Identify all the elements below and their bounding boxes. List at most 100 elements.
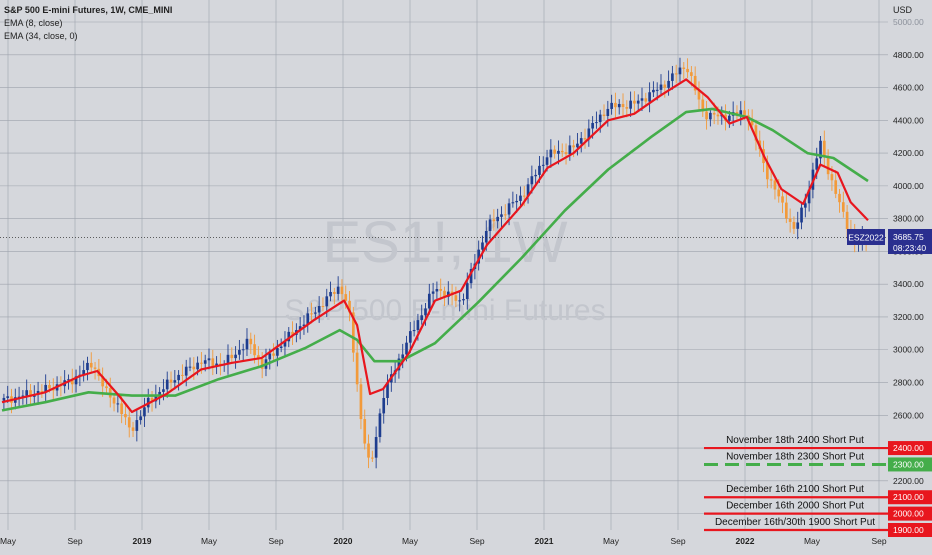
ema-8-label[interactable]: EMA (8, close) <box>4 18 63 28</box>
candle-body <box>276 348 279 356</box>
candle-body <box>169 379 173 383</box>
level-label: November 18th 2300 Short Put <box>726 451 864 462</box>
level-price-text: 2100.00 <box>893 492 924 502</box>
candle-body <box>686 68 689 73</box>
candle-body <box>44 384 48 393</box>
candle-body <box>48 384 51 389</box>
candle-body <box>701 99 705 112</box>
candle-body <box>408 331 412 343</box>
candle-body <box>766 163 769 180</box>
candle-body <box>803 203 807 208</box>
candle-body <box>424 308 427 316</box>
candle-body <box>291 331 294 335</box>
y-tick-label: 2200.00 <box>893 476 924 486</box>
candle-body <box>446 291 450 297</box>
y-tick-label: 3200.00 <box>893 312 924 322</box>
candle-body <box>29 390 32 397</box>
candle-body <box>693 75 697 91</box>
level-price-tag <box>888 490 932 505</box>
candle-body <box>386 382 389 398</box>
candle-body <box>40 390 44 393</box>
level-price-tag <box>888 506 932 521</box>
candle-body <box>788 218 792 222</box>
candle-body <box>792 221 796 229</box>
candle-body <box>541 164 545 166</box>
x-tick-label: May <box>0 536 17 546</box>
x-tick-label: May <box>201 536 218 546</box>
symbol-title[interactable]: S&P 500 E-mini Futures, 1W, CME_MINI <box>4 5 173 15</box>
contract-symbol: ESZ2022 <box>848 233 884 243</box>
candle-body <box>579 138 583 144</box>
ema-8-line <box>1 78 869 414</box>
candle-body <box>112 397 116 404</box>
bar-countdown: 08:23:40 <box>893 243 926 253</box>
candle-body <box>427 293 431 309</box>
candle-body <box>500 214 503 217</box>
candle-body <box>743 110 746 116</box>
candle-body <box>591 122 594 129</box>
candle-body <box>200 362 203 364</box>
x-tick-label: Sep <box>67 536 82 546</box>
candle-body <box>496 216 500 222</box>
candle-body <box>325 296 329 307</box>
x-tick-label: 2020 <box>334 536 353 546</box>
watermark-name: S&P 500 E-mini Futures <box>284 294 605 327</box>
candle-body <box>530 176 534 185</box>
candle-body <box>302 324 306 327</box>
level-label: November 18th 2400 Short Put <box>726 435 864 446</box>
x-tick-label: May <box>402 536 419 546</box>
candle-body <box>557 150 560 154</box>
candle-body <box>462 299 465 301</box>
candle-body <box>739 110 743 115</box>
candle-body <box>712 112 716 115</box>
candle-body <box>838 193 841 203</box>
candle-body <box>659 84 663 90</box>
candle-body <box>819 140 822 159</box>
candle-body <box>454 295 458 301</box>
candle-body <box>595 122 598 124</box>
candle-body <box>617 103 621 108</box>
watermark: ES1!, 1W S&P 500 E-mini Futures <box>284 210 605 327</box>
time-axis[interactable]: May Sep 2019 May Sep 2020 May Sep 2021 May Sep 2022… <box>0 536 887 546</box>
candle-body <box>458 300 462 302</box>
candle-body <box>162 389 165 392</box>
candle-body <box>549 149 553 158</box>
x-tick-label: 2021 <box>535 536 554 546</box>
candle-body <box>629 100 632 109</box>
current-price-tag: ESZ2022 3685.75 08:23:40 <box>847 229 932 254</box>
candle-body <box>682 67 686 69</box>
candle-body <box>785 202 788 219</box>
candle-body <box>800 207 803 223</box>
candle-body <box>348 300 351 313</box>
candle-body <box>333 291 336 294</box>
x-tick-label: May <box>603 536 620 546</box>
candle-body <box>655 89 659 91</box>
candle-body <box>378 413 382 438</box>
candle-body <box>511 202 515 204</box>
candle-body <box>211 358 215 367</box>
candle-body <box>25 390 29 396</box>
candle-body <box>131 427 135 431</box>
candle-body <box>439 289 443 291</box>
ema-34-label[interactable]: EMA (34, close, 0) <box>4 31 78 41</box>
candle-body <box>822 140 826 158</box>
x-tick-label: Sep <box>469 536 484 546</box>
candle-body <box>640 98 644 101</box>
candle-body <box>648 92 651 102</box>
watermark-ticker: ES1!, 1W <box>323 210 568 275</box>
level-label: December 16th/30th 1900 Short Put <box>715 517 875 528</box>
candle-body <box>564 152 568 155</box>
candle-body <box>192 366 196 370</box>
candle-body <box>245 338 249 350</box>
candle-body <box>6 396 10 398</box>
candle-body <box>709 112 712 120</box>
candle-body <box>321 306 325 308</box>
price-axis[interactable]: USD 5000.00 4800.00 4600.00 4400.00 4200.00 4… <box>847 0 932 550</box>
candle-body <box>484 230 488 243</box>
candle-body <box>674 73 678 75</box>
candle-body <box>135 420 139 431</box>
candle-body <box>545 157 549 165</box>
candle-body <box>515 200 518 203</box>
candle-body <box>534 174 537 177</box>
